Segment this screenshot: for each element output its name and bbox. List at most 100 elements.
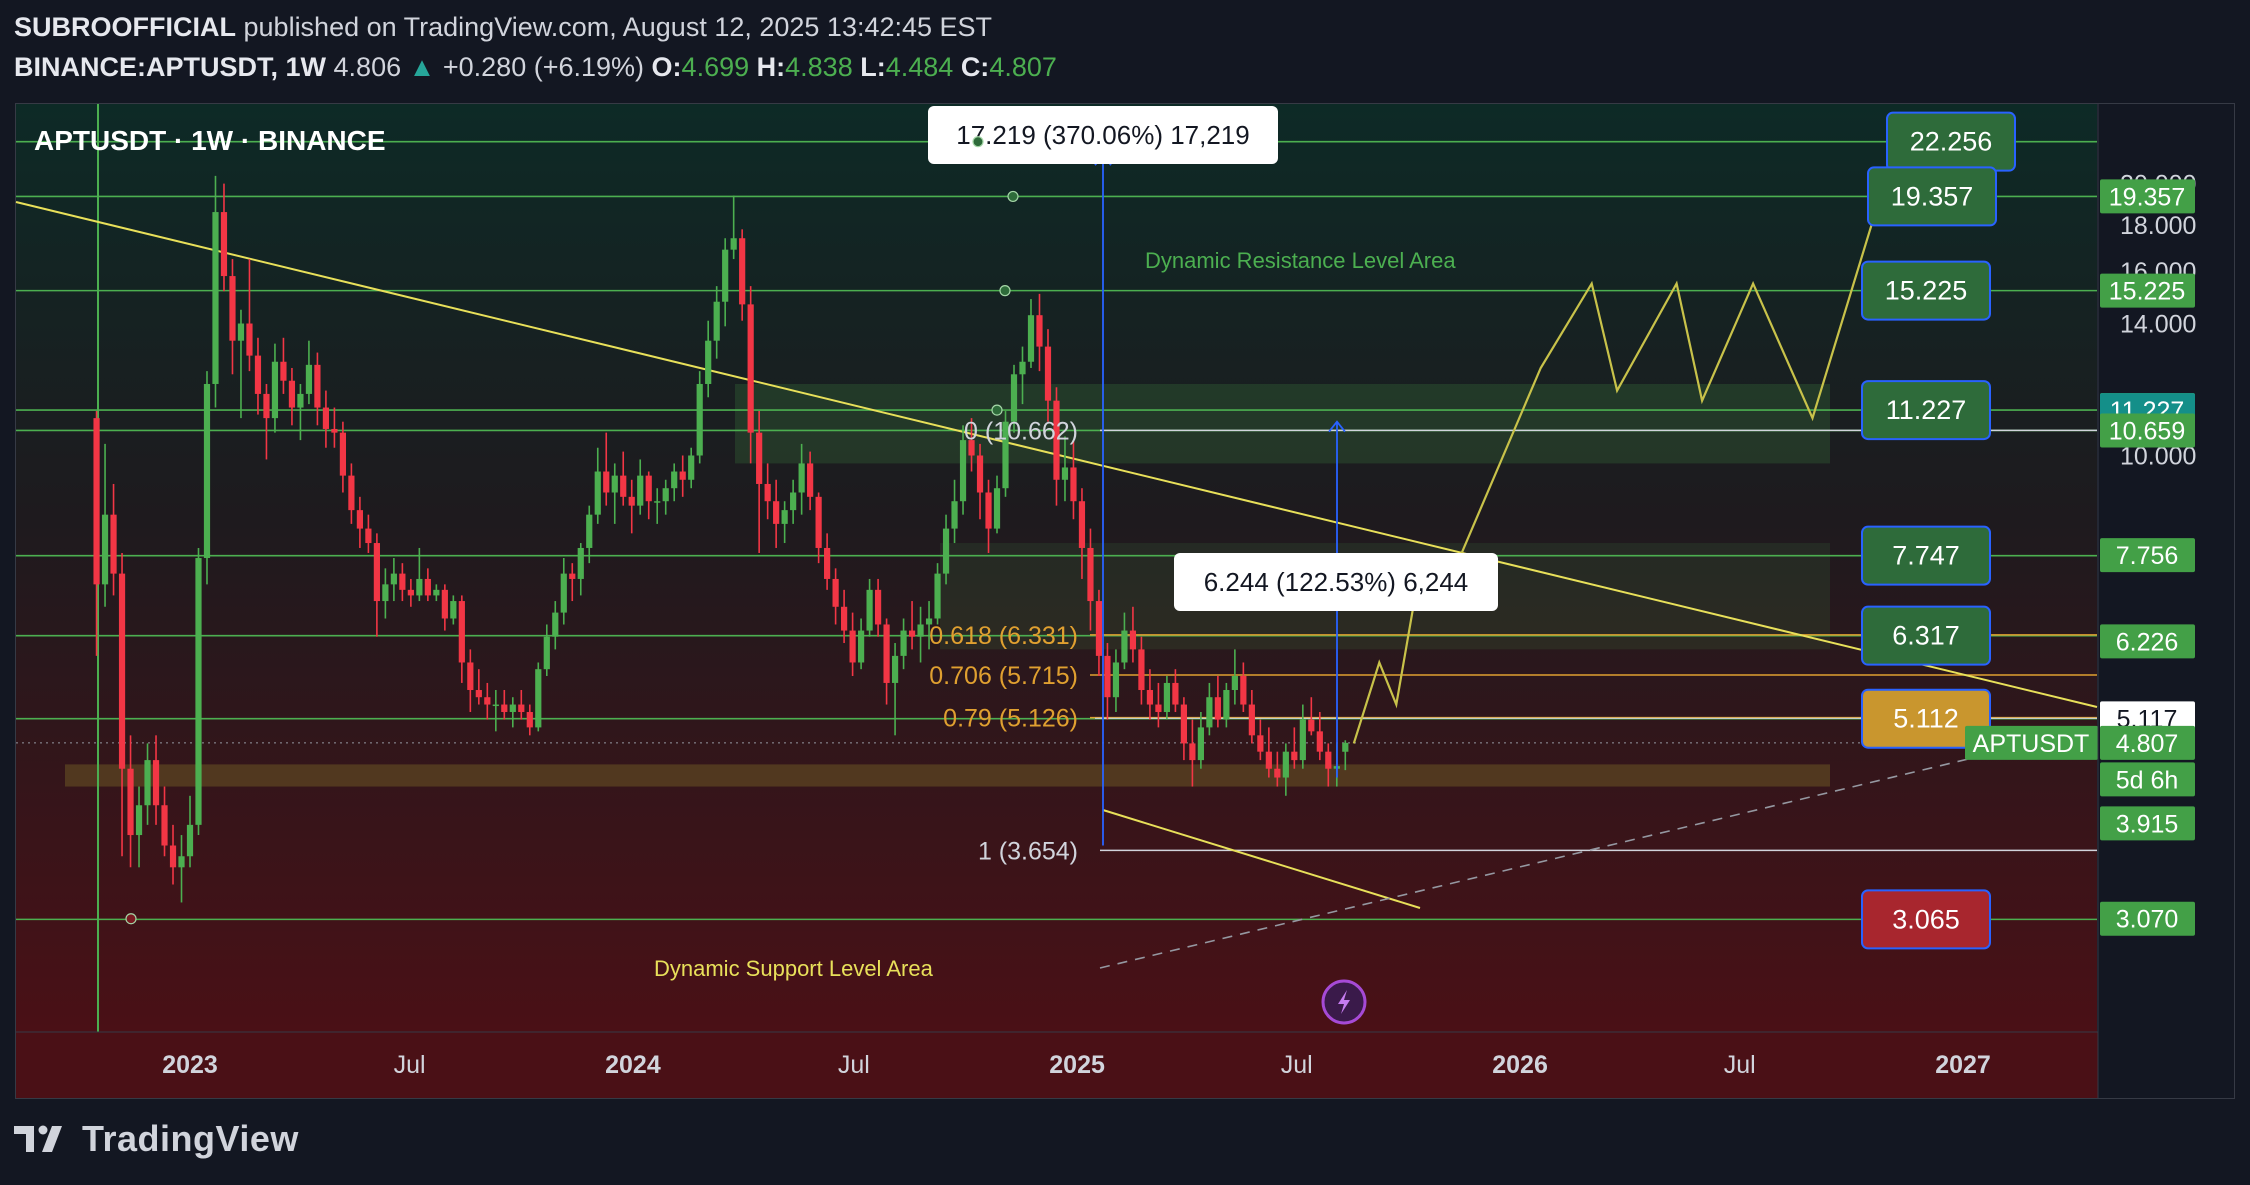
axis-price-label[interactable]: 4.807 — [2100, 725, 2195, 760]
candle[interactable] — [1291, 727, 1298, 769]
candle[interactable] — [798, 443, 805, 515]
candle[interactable] — [1342, 740, 1349, 771]
candle[interactable] — [263, 383, 270, 460]
candle[interactable] — [441, 584, 448, 631]
candle[interactable] — [518, 690, 525, 720]
candle[interactable] — [509, 697, 516, 728]
candle[interactable] — [1257, 719, 1264, 761]
candle[interactable] — [1248, 690, 1255, 744]
candle[interactable] — [416, 547, 423, 602]
candle[interactable] — [1019, 346, 1026, 405]
candle[interactable] — [756, 411, 763, 553]
candle[interactable] — [577, 543, 584, 596]
candle[interactable] — [900, 618, 907, 670]
candle[interactable] — [849, 612, 856, 676]
short-trendline[interactable] — [1102, 809, 1421, 909]
candle[interactable] — [1138, 636, 1145, 705]
candle[interactable] — [280, 337, 287, 394]
candle[interactable] — [1214, 675, 1221, 728]
candle[interactable] — [356, 496, 363, 548]
candle[interactable] — [1070, 440, 1077, 520]
candle[interactable] — [824, 533, 831, 590]
candle[interactable] — [339, 421, 347, 493]
candle[interactable] — [857, 618, 865, 670]
candle[interactable] — [815, 492, 822, 564]
candle[interactable] — [1265, 727, 1272, 778]
level-box[interactable]: 22.256 — [1886, 111, 2016, 172]
support-trendline-dashed[interactable] — [1099, 727, 2098, 969]
candle[interactable] — [161, 786, 168, 857]
candle[interactable] — [1274, 751, 1281, 787]
candle[interactable] — [526, 704, 533, 736]
candle[interactable] — [212, 175, 219, 408]
candle[interactable] — [730, 195, 737, 260]
candle[interactable] — [739, 229, 746, 321]
candle[interactable] — [1129, 606, 1137, 663]
tradingview-logo[interactable]: TradingView — [14, 1118, 299, 1160]
candle[interactable] — [492, 690, 499, 732]
level-box[interactable]: 11.227 — [1861, 380, 1991, 441]
candle[interactable] — [696, 371, 703, 464]
candle[interactable] — [773, 479, 780, 548]
candle[interactable] — [1095, 589, 1103, 676]
candle[interactable] — [484, 682, 491, 720]
candle[interactable] — [942, 514, 950, 585]
candle[interactable] — [866, 578, 873, 637]
candle[interactable] — [1189, 719, 1196, 787]
candle[interactable] — [968, 418, 975, 472]
candle[interactable] — [1308, 697, 1315, 736]
candle[interactable] — [1104, 643, 1111, 720]
candle[interactable] — [246, 259, 253, 372]
candle[interactable] — [458, 595, 465, 683]
candle[interactable] — [1121, 612, 1128, 670]
symbol-price-tag[interactable]: APTUSDT — [1965, 725, 2098, 760]
candle[interactable] — [654, 488, 661, 524]
candle[interactable] — [807, 451, 814, 511]
candle[interactable] — [883, 618, 890, 705]
candle[interactable] — [450, 595, 457, 625]
candle[interactable] — [959, 425, 967, 515]
candle[interactable] — [1112, 649, 1120, 713]
candle[interactable] — [1299, 704, 1306, 769]
candle[interactable] — [1061, 436, 1069, 502]
candle[interactable] — [637, 459, 644, 515]
axis-price-label[interactable]: 7.756 — [2100, 538, 2195, 573]
candle[interactable] — [594, 447, 601, 524]
candle[interactable] — [382, 568, 389, 619]
level-box[interactable]: 3.065 — [1861, 889, 1991, 950]
axis-price-label[interactable]: 3.070 — [2100, 901, 2195, 936]
candle[interactable] — [101, 443, 109, 607]
candle[interactable] — [1053, 387, 1060, 506]
candle[interactable] — [152, 735, 160, 825]
candle[interactable] — [424, 568, 431, 602]
candle[interactable] — [178, 835, 185, 903]
candle[interactable] — [1180, 697, 1187, 761]
candle[interactable] — [1172, 669, 1179, 713]
candle[interactable] — [144, 743, 151, 825]
candle[interactable] — [297, 383, 304, 441]
candle[interactable] — [620, 451, 627, 506]
candle[interactable] — [679, 455, 686, 497]
pivot-dot[interactable] — [125, 913, 137, 925]
candle[interactable] — [1010, 364, 1018, 433]
level-box[interactable]: 15.225 — [1861, 260, 1991, 321]
candle[interactable] — [603, 432, 610, 506]
candle[interactable] — [781, 501, 788, 544]
axis-price-label[interactable]: 6.226 — [2100, 624, 2195, 659]
candle[interactable] — [747, 286, 754, 464]
candle[interactable] — [1155, 682, 1162, 728]
level-box[interactable]: 6.317 — [1861, 605, 1991, 666]
axis-price-label[interactable]: 15.225 — [2100, 273, 2195, 308]
candle[interactable] — [399, 563, 406, 602]
candle[interactable] — [110, 483, 117, 596]
author-name[interactable]: SUBROOFFICIAL — [14, 12, 236, 42]
level-box[interactable]: 19.357 — [1867, 166, 1997, 227]
candle[interactable] — [237, 309, 245, 419]
candle[interactable] — [1146, 669, 1154, 720]
candle[interactable] — [433, 584, 440, 602]
candle[interactable] — [1231, 649, 1238, 705]
candle[interactable] — [1240, 662, 1247, 713]
candle[interactable] — [628, 479, 635, 534]
pivot-dot[interactable] — [991, 404, 1003, 416]
